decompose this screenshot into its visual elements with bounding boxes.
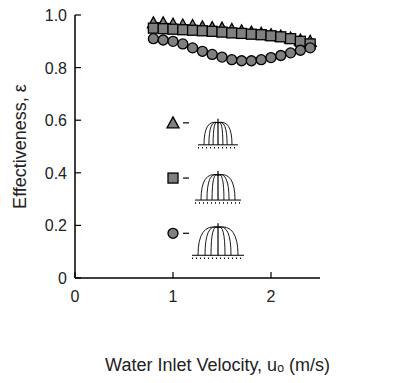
y-tick [75, 225, 81, 226]
data-point [148, 34, 158, 44]
icon-arc [218, 175, 224, 200]
data-point [266, 53, 276, 63]
data-point [207, 26, 217, 36]
icon-arc [213, 122, 218, 145]
legend-dash [183, 233, 189, 234]
icon-arc [218, 175, 229, 200]
x-tick [74, 272, 75, 278]
icon-arc [211, 227, 218, 255]
data-point [217, 27, 227, 37]
x-axis-title: Water Inlet Velocity, uₒ (m/s) [105, 355, 330, 375]
icon-ground [195, 200, 241, 201]
data-point [188, 43, 198, 53]
icon-stem [217, 223, 218, 255]
data-point [276, 51, 286, 61]
data-point [178, 39, 188, 49]
data-point [266, 31, 276, 41]
x-tick [172, 272, 173, 278]
icon-arc [218, 122, 232, 145]
y-axis-title: Effectiveness, ε [10, 84, 30, 209]
icon-dots [195, 202, 241, 204]
x-tick-label: 0 [71, 288, 80, 305]
data-point [197, 26, 207, 36]
y-tick-label: 0.6 [45, 112, 67, 129]
icon-arc [218, 122, 223, 145]
legend-icon [198, 119, 238, 148]
icon-arc [201, 175, 218, 200]
icon-arc [207, 175, 218, 200]
data-point [148, 23, 158, 33]
icon-dots [192, 258, 244, 260]
y-tick-label: 1.0 [45, 7, 67, 24]
y-tick [75, 277, 81, 278]
x-tick-label: 1 [169, 288, 178, 305]
icon-arc [218, 227, 238, 255]
y-tick-label: 0.8 [45, 60, 67, 77]
data-point [197, 46, 207, 56]
icon-arc [218, 227, 225, 255]
data-point [256, 30, 266, 40]
x-tick [270, 272, 271, 278]
icon-arc [218, 122, 227, 145]
legend-icon [195, 171, 241, 203]
data-point [168, 36, 178, 46]
legend-marker [168, 228, 178, 238]
y-tick-label: 0 [58, 270, 67, 287]
data-point [158, 35, 168, 45]
data-point [246, 56, 256, 66]
y-tick [75, 172, 81, 173]
y-tick [75, 67, 81, 68]
icon-dots [198, 147, 238, 149]
y-tick-label: 0.4 [45, 165, 67, 182]
data-point [207, 49, 217, 59]
icon-arc [218, 227, 231, 255]
data-point [295, 45, 305, 55]
data-point [305, 43, 315, 53]
data-point [227, 55, 237, 65]
x-tick-label: 2 [267, 288, 276, 305]
data-point [227, 28, 237, 38]
data-point [286, 48, 296, 58]
x-axis [75, 277, 320, 279]
data-point [168, 24, 178, 34]
plot-area [147, 17, 316, 66]
icon-arc [204, 122, 218, 145]
data-point [217, 52, 227, 62]
icon-arc [205, 227, 218, 255]
icon-arc [198, 227, 218, 255]
legend-marker [168, 173, 178, 183]
data-point [246, 29, 256, 39]
chart: 0 0.2 0.4 0.6 0.8 1.0 0 1 2 Water Inlet Velocity,… [0, 0, 412, 383]
icon-arc [209, 122, 218, 145]
legend-dash [183, 177, 189, 178]
icon-arc [218, 175, 235, 200]
data-point [237, 56, 247, 66]
legend-dash [183, 122, 189, 123]
data-point [188, 25, 198, 35]
data-point [158, 24, 168, 34]
y-tick [75, 14, 81, 15]
legend [167, 117, 244, 258]
data-point [256, 55, 266, 65]
data-point [276, 32, 286, 42]
icon-ground [198, 144, 238, 145]
data-point [286, 34, 296, 44]
icon-ground [192, 255, 244, 256]
legend-icon [192, 223, 244, 258]
data-point [178, 25, 188, 35]
y-axis [74, 15, 76, 278]
legend-marker [167, 117, 179, 128]
y-tick [75, 120, 81, 121]
y-tick-label: 0.2 [45, 217, 67, 234]
data-point [237, 28, 247, 38]
icon-arc [212, 175, 218, 200]
